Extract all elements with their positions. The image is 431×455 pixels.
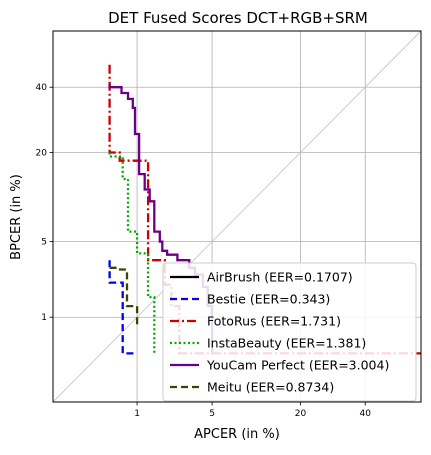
legend-box (162, 262, 417, 402)
plot-frame (52, 30, 422, 403)
legend-label-5: Meitu (EER=0.8734) (207, 380, 334, 395)
x-tick-label-1: 5 (209, 409, 215, 419)
x-tick-label-0: 1 (134, 409, 140, 419)
x-tick-label-3: 40 (360, 409, 372, 419)
legend-label-1: Bestie (EER=0.343) (207, 292, 330, 307)
legend-label-3: InstaBeauty (EER=1.381) (207, 336, 366, 351)
legend: AirBrush (EER=0.1707) Bestie (EER=0.343) F… (162, 262, 417, 402)
y-axis-ticks: 1 5 20 40 (36, 83, 53, 323)
eer-diagonal-line (52, 30, 422, 403)
chart-title: DET Fused Scores DCT+RGB+SRM (108, 9, 368, 27)
series-line-1 (108, 260, 138, 355)
series-line-5 (109, 266, 139, 327)
y-tick-label-0: 1 (41, 313, 47, 323)
legend-label-4: YouCam Perfect (EER=3.004) (206, 358, 389, 373)
x-tick-label-2: 20 (295, 409, 307, 419)
x-axis-label: APCER (in %) (194, 427, 280, 442)
y-tick-label-2: 20 (36, 148, 48, 158)
series-line-3 (108, 152, 156, 354)
legend-label-0: AirBrush (EER=0.1707) (207, 270, 353, 285)
y-tick-label-1: 5 (41, 238, 47, 248)
y-axis-label: BPCER (in %) (9, 174, 24, 260)
y-tick-label-3: 40 (36, 83, 48, 93)
x-axis-ticks: 1 5 20 40 (134, 402, 371, 419)
legend-label-2: FotoRus (EER=1.731) (207, 314, 341, 329)
eer-diagonal (52, 30, 422, 403)
